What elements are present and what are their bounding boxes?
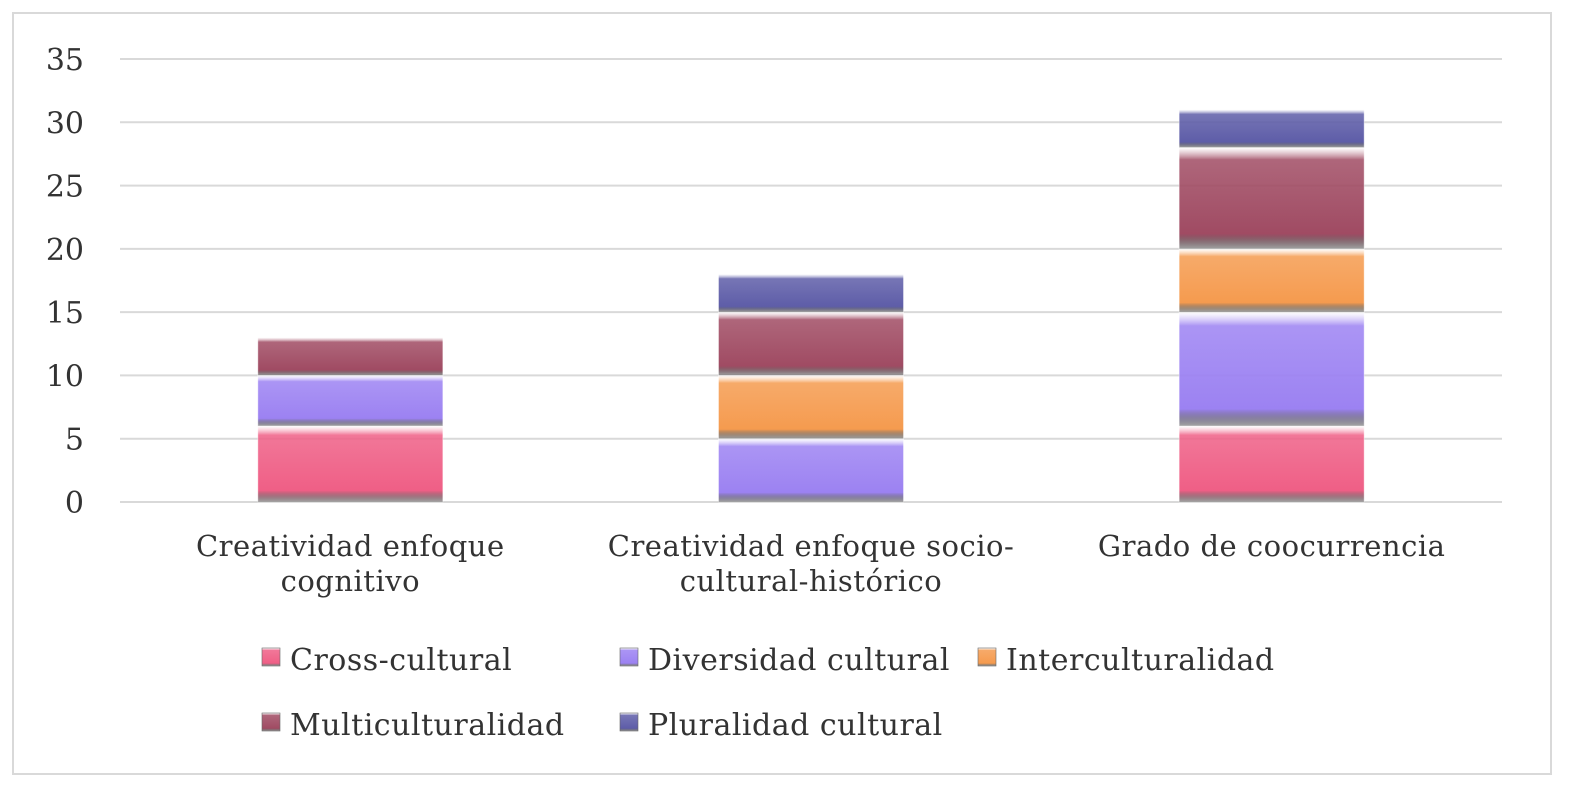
bar-segment-diversidad-cultural-creatividad-enfoque-socio-cultural-historico [718, 438, 904, 503]
y-tick-label: 20 [46, 233, 84, 268]
y-tick-label: 30 [46, 106, 84, 141]
y-tick-label: 15 [46, 296, 84, 331]
legend-item-interculturalidad: Interculturalidad [977, 643, 1275, 678]
y-axis: 0 5 10 15 20 25 30 35 [46, 43, 84, 521]
legend-label: Pluralidad cultural [648, 708, 943, 743]
legend-item-cross-cultural: Cross-cultural [261, 643, 512, 678]
bar-segment-multiculturalidad-creatividad-enfoque-socio-cultural-historico [718, 311, 904, 376]
legend-swatch [619, 647, 639, 667]
x-category-label: Creatividad enfoque cognitivo [196, 529, 505, 598]
bar-segment-cross-cultural-grado-de-coocurrencia [1178, 425, 1365, 503]
x-category-label: Creatividad enfoque socio-cultural-histó… [608, 529, 1015, 598]
bar-segment-pluralidad-cultural-grado-de-coocurrencia [1178, 109, 1365, 149]
legend-swatch [261, 647, 281, 667]
bar-segment-interculturalidad-creatividad-enfoque-socio-cultural-historico [718, 374, 904, 440]
legend-item-diversidad-cultural: Diversidad cultural [619, 643, 950, 678]
bar-segment-multiculturalidad-grado-de-coocurrencia [1178, 147, 1365, 250]
bars [257, 109, 1365, 503]
bar-segment-multiculturalidad-creatividad-enfoque-cognitivo [257, 336, 444, 376]
legend-item-pluralidad-cultural: Pluralidad cultural [619, 708, 943, 743]
x-category-label: Grado de coocurrencia [1098, 529, 1445, 563]
bar-segment-diversidad-cultural-grado-de-coocurrencia [1178, 311, 1365, 427]
bar-segment-diversidad-cultural-creatividad-enfoque-cognitivo [257, 374, 444, 427]
legend-label: Interculturalidad [1006, 643, 1275, 678]
legend-item-multiculturalidad: Multiculturalidad [261, 708, 565, 743]
y-tick-label: 25 [46, 170, 84, 205]
y-tick-label: 10 [46, 359, 84, 394]
legend-swatch [977, 647, 997, 667]
bar-segment-interculturalidad-grado-de-coocurrencia [1178, 248, 1365, 313]
legend-label: Cross-cultural [290, 643, 512, 678]
legend-label: Diversidad cultural [648, 643, 950, 678]
y-tick-label: 5 [65, 423, 84, 458]
bar-segment-pluralidad-cultural-creatividad-enfoque-socio-cultural-historico [718, 273, 904, 313]
y-tick-label: 0 [65, 486, 84, 521]
legend-swatch [619, 712, 639, 732]
x-axis: Creatividad enfoque cognitivo Creatividad … [196, 529, 1445, 598]
legend: Cross-cultural Diversidad cultural Intercu… [261, 643, 1275, 743]
legend-label: Multiculturalidad [290, 708, 565, 743]
legend-swatch [261, 712, 281, 732]
bar-segment-cross-cultural-creatividad-enfoque-cognitivo [257, 425, 444, 503]
y-tick-label: 35 [46, 43, 84, 78]
